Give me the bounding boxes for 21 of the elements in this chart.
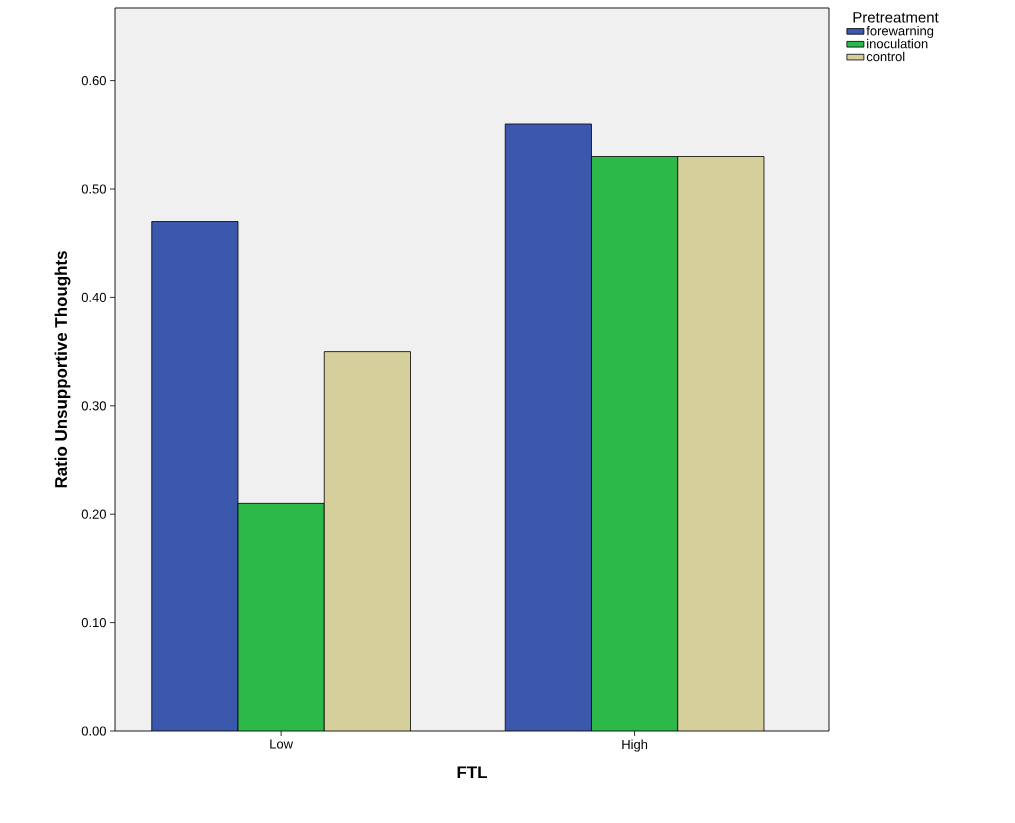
y-tick-label: 0.30 bbox=[81, 401, 106, 411]
y-tick-label: 0.00 bbox=[81, 726, 106, 736]
x-tick-label: Low bbox=[270, 739, 294, 749]
bar bbox=[237, 502, 325, 731]
legend-label: forewarning bbox=[866, 25, 934, 39]
legend-label: inoculation bbox=[867, 38, 928, 49]
bar bbox=[677, 156, 765, 731]
x-axis-title: FTL bbox=[457, 766, 488, 779]
bar bbox=[151, 221, 239, 731]
bar bbox=[591, 156, 679, 731]
y-tick-label: 0.60 bbox=[81, 76, 106, 86]
x-tick-label: High bbox=[622, 739, 648, 752]
bar bbox=[323, 351, 411, 731]
y-tick-label: 0.50 bbox=[81, 184, 106, 194]
y-tick-label: 0.40 bbox=[81, 292, 106, 302]
y-tick-label: 0.20 bbox=[81, 509, 106, 519]
bar bbox=[504, 123, 592, 731]
legend-label: control bbox=[866, 51, 905, 62]
y-tick-label: 0.10 bbox=[81, 618, 106, 628]
legend-title: Pretreatment bbox=[853, 12, 939, 23]
y-axis-title: Ratio Unsupportive Thoughts bbox=[54, 251, 71, 488]
